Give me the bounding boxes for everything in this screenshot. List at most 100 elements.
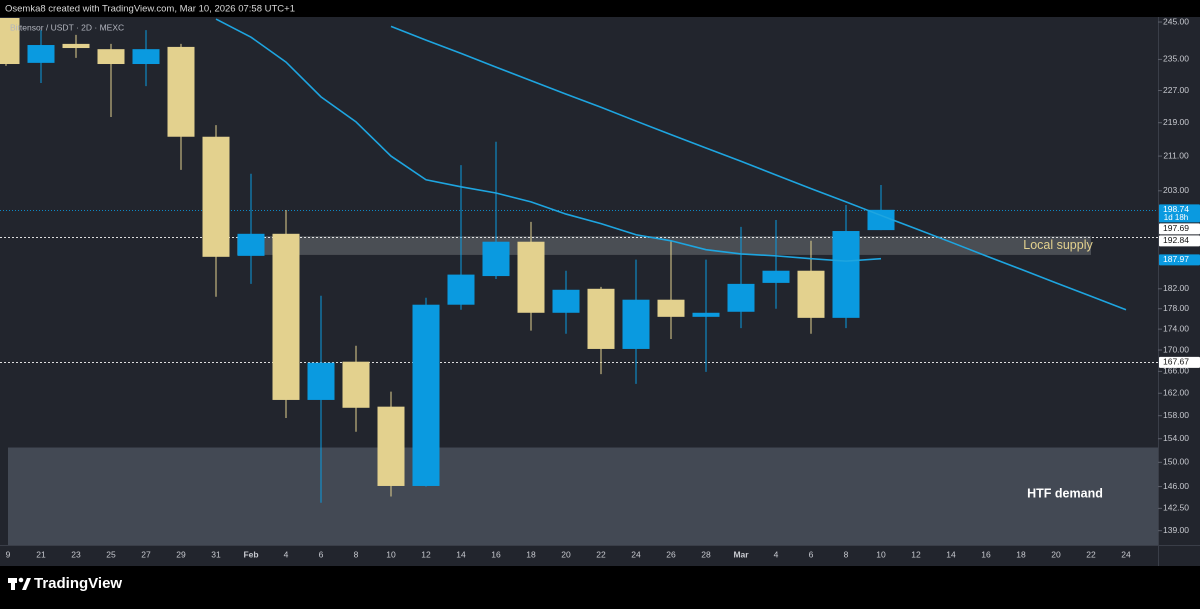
y-tick-label: 142.50 [1163,503,1189,513]
candle-body [832,231,860,318]
x-tick-label: 4 [284,549,289,559]
zone-label: Local supply [1023,238,1093,252]
x-tick-label: 12 [421,549,431,559]
x-tick-label: 24 [631,549,641,559]
x-tick-label: Feb [243,549,258,559]
y-tick-label: 170.00 [1163,344,1189,354]
x-tick-label: 27 [141,549,151,559]
y-tick-label: 162.00 [1163,388,1189,398]
zone [237,236,1091,255]
x-tick-label: 16 [981,549,991,559]
y-tick-label: 154.00 [1163,433,1189,443]
y-tick-label: 235.00 [1163,54,1189,64]
price-label: 167.67 [1163,357,1189,367]
x-tick-label: 6 [809,549,814,559]
candle-body [377,406,405,486]
x-tick-label: 28 [701,549,711,559]
candle-body [202,136,230,257]
x-tick-label: 20 [1051,549,1061,559]
x-tick-label: 6 [319,549,324,559]
logo [8,577,31,590]
candle-body [797,270,825,318]
x-tick-label: 10 [386,549,396,559]
y-tick-label: 166.00 [1163,366,1189,376]
candle-body [552,289,580,313]
x-tick-label: 10 [876,549,886,559]
candle-body [237,233,265,256]
price-label-bg [1159,223,1200,235]
x-tick-label: 22 [1086,549,1096,559]
price-label-bg [1159,254,1200,266]
y-tick-label: 182.00 [1163,283,1189,293]
price-label-bg [1159,235,1200,247]
y-tick-label: 245.00 [1163,16,1189,26]
header: Osemka8 created with TradingView.com, Ma… [5,4,295,15]
price-label-bg [1159,356,1200,368]
price-label: 187.97 [1163,254,1189,264]
candle-body [622,299,650,349]
price-label: 197.69 [1163,223,1189,233]
candle-body [762,270,790,283]
y-tick-label: 219.00 [1163,117,1189,127]
price-label: 198.74 [1163,204,1189,214]
y-tick-label: 203.00 [1163,185,1189,195]
candle-body [727,283,755,312]
y-tick-label: 150.00 [1163,457,1189,467]
candle-body [342,361,370,408]
candle-body [447,274,475,305]
x-tick-label: 26 [666,549,676,559]
logo-part [22,578,31,590]
candle-body [517,241,545,313]
symbol-legend: Bittensor / USDT · 2D · MEXC [10,22,124,32]
candle-body [97,49,125,65]
y-tick-label: 178.00 [1163,303,1189,313]
indicator-line [390,25,1127,311]
candle-body [657,299,685,317]
x-tick-label: 8 [844,549,849,559]
logo-part [11,578,15,590]
x-tick-label: 25 [106,549,116,559]
candle-body [692,312,720,317]
x-tick-label: 24 [1121,549,1131,559]
footer-brand: TradingView [34,575,122,592]
y-tick-label: 158.00 [1163,410,1189,420]
candle-body [272,233,300,400]
candle-body [167,46,195,137]
price-label-bg [1159,204,1200,223]
x-tick-label: 4 [774,549,779,559]
price-countdown: 1d 18h [1164,213,1188,222]
x-tick-label: 8 [354,549,359,559]
candle-body [482,241,510,277]
y-tick-label: 146.00 [1163,481,1189,491]
candle-body [412,304,440,486]
x-tick-label: 20 [561,549,571,559]
candle-body [27,45,55,63]
x-tick-label: 29 [176,549,186,559]
x-tick-label: 31 [211,549,221,559]
x-tick-label: 16 [491,549,501,559]
x-tick-label: 18 [1016,549,1026,559]
candle-body [867,209,895,231]
x-tick-label: 18 [526,549,536,559]
x-tick-label: 12 [911,549,921,559]
indicator-line [215,18,882,262]
candle-body [62,43,90,49]
candle-body [307,362,335,400]
x-tick-label: 9 [6,549,11,559]
y-tick-label: 174.00 [1163,323,1189,333]
plot: Local supply HTF demand [0,18,1158,545]
y-tick-label: 211.00 [1163,150,1189,160]
zone [8,447,1158,545]
price-label: 192.84 [1163,235,1189,245]
candle-body [587,288,615,349]
candle-body [0,18,20,65]
zone-label: HTF demand [1027,486,1103,500]
x-tick-label: 14 [456,549,466,559]
x-tick-label: 21 [36,549,46,559]
candle-body [132,49,160,65]
x-tick-label: Mar [733,549,749,559]
y-tick-label: 139.00 [1163,525,1189,535]
x-tick-label: 23 [71,549,81,559]
x-tick-label: 14 [946,549,956,559]
